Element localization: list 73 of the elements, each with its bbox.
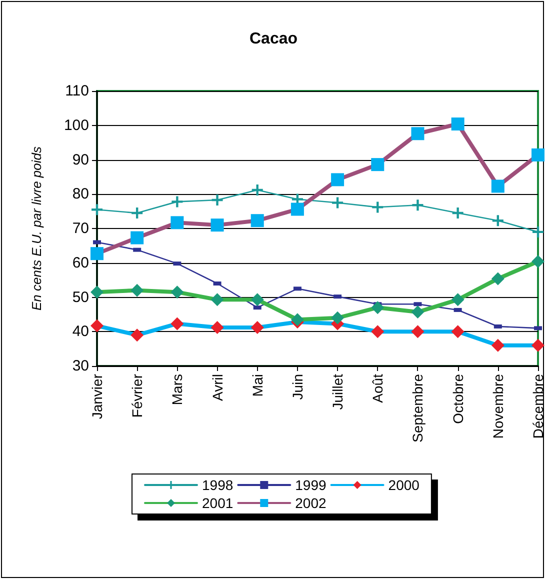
point xyxy=(210,293,224,306)
y-tick-label: 110 xyxy=(65,82,89,100)
point xyxy=(250,321,264,334)
y-axis-title: En cents E.U. par livre poids xyxy=(29,146,44,311)
x-tick-label: Décembre xyxy=(530,374,546,439)
y-tick-label: 100 xyxy=(64,116,89,134)
point xyxy=(130,284,144,297)
point xyxy=(252,184,263,196)
point xyxy=(332,197,344,208)
y-tick-label: 90 xyxy=(72,151,89,168)
x-tick-label: Juillet xyxy=(330,374,346,410)
x-tick-label: Septembre xyxy=(410,374,426,442)
point xyxy=(451,118,464,130)
point xyxy=(290,313,304,326)
legend-label: 2001 xyxy=(202,495,234,511)
point xyxy=(411,306,424,319)
point xyxy=(90,247,104,260)
point xyxy=(170,317,184,330)
point xyxy=(210,321,224,334)
x-tick-label: Mai xyxy=(249,374,266,397)
x-tick-label: Avril xyxy=(209,374,226,401)
point xyxy=(372,202,384,213)
point xyxy=(532,148,544,162)
x-tick-label: Juin xyxy=(289,374,306,400)
point xyxy=(90,286,104,299)
point xyxy=(130,328,144,342)
point xyxy=(411,325,424,338)
point xyxy=(452,208,464,219)
x-tick-label: Octobre xyxy=(450,374,466,424)
point xyxy=(451,325,464,338)
point xyxy=(451,293,464,306)
point xyxy=(532,226,544,238)
x-tick-label: Août xyxy=(370,374,386,403)
point xyxy=(331,173,344,186)
y-tick-label: 30 xyxy=(72,358,89,374)
x-tick-label: Novembre xyxy=(490,374,506,439)
legend-label: 2002 xyxy=(295,495,327,511)
point xyxy=(532,338,544,352)
point xyxy=(491,272,504,286)
point xyxy=(412,200,424,211)
point xyxy=(371,301,384,314)
y-tick-label: 70 xyxy=(72,220,89,237)
point xyxy=(210,218,224,232)
point xyxy=(132,208,143,219)
point xyxy=(331,311,344,324)
point xyxy=(411,127,424,140)
point xyxy=(491,338,504,352)
point xyxy=(290,202,304,216)
chart-title: Cacao xyxy=(249,30,298,48)
point xyxy=(491,180,504,193)
y-tick-label: 60 xyxy=(72,254,89,272)
y-tick-label: 80 xyxy=(72,186,89,203)
point xyxy=(130,231,144,244)
point xyxy=(532,255,544,268)
point xyxy=(170,286,184,299)
legend-label: 2000 xyxy=(388,477,420,493)
point xyxy=(212,194,223,206)
point xyxy=(371,325,384,338)
point xyxy=(250,293,264,306)
x-tick-label: Février xyxy=(129,374,146,418)
point xyxy=(90,319,104,332)
point xyxy=(170,216,184,230)
x-tick-label: Mars xyxy=(169,374,186,406)
point xyxy=(172,196,183,208)
legend-label: 1998 xyxy=(202,477,234,493)
legend-label: 1999 xyxy=(295,477,327,493)
x-tick-label: Janvier xyxy=(89,374,105,420)
y-tick-label: 50 xyxy=(72,288,89,306)
point xyxy=(250,214,264,228)
y-tick-label: 40 xyxy=(72,323,89,340)
point xyxy=(92,204,102,216)
point xyxy=(492,215,504,226)
point xyxy=(371,158,384,172)
